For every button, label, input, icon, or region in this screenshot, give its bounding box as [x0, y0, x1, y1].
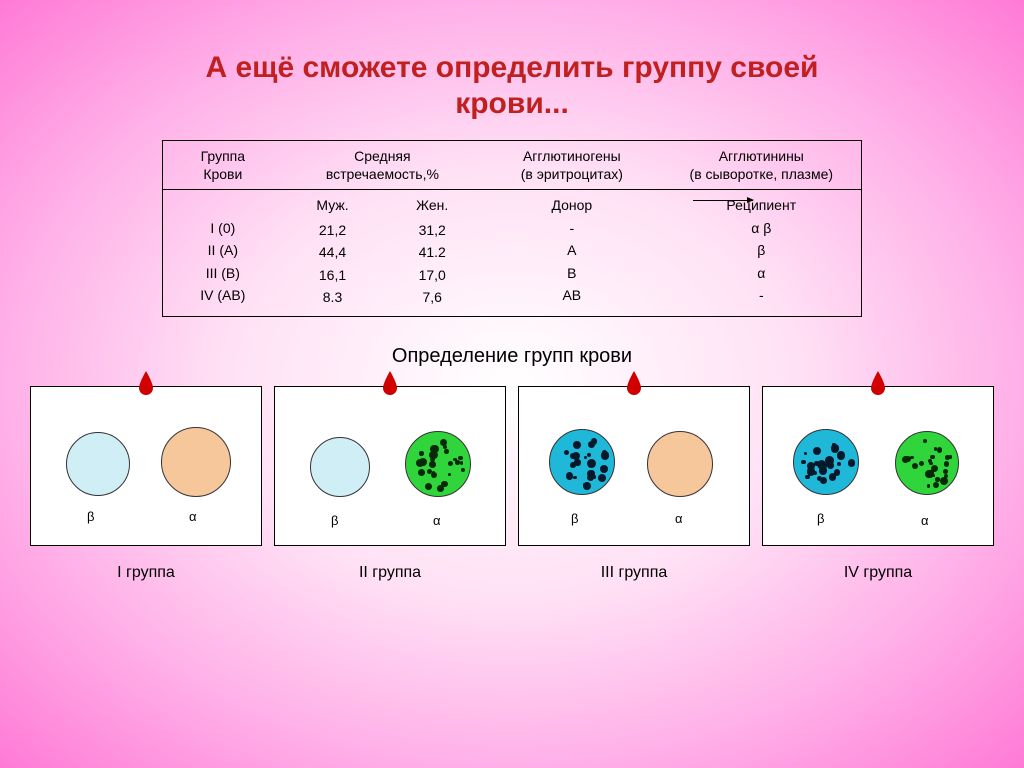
panel-box: βα	[762, 386, 994, 546]
cell: III (B)	[163, 262, 283, 284]
circle	[793, 429, 859, 495]
cell: IV (AB)	[163, 284, 283, 306]
panel-4: βα IV группа	[762, 386, 994, 582]
blood-table: Группа Крови Средняя встречаемость,% Агг…	[162, 140, 862, 317]
cell: -	[482, 217, 661, 239]
circle	[647, 431, 713, 497]
circle-label: β	[87, 509, 94, 524]
circle	[405, 431, 471, 497]
cell: β	[662, 239, 861, 261]
th-freq: Средняя встречаемость,%	[283, 141, 482, 189]
table-body: I (0) II (A) III (B) IV (AB) Муж. Жен. 21…	[163, 190, 861, 316]
cell: AB	[482, 284, 661, 306]
cell: α β	[662, 217, 861, 239]
circle-label: α	[921, 513, 929, 528]
circle	[549, 429, 615, 495]
th-agglutinogens: Агглютиногены (в эритроцитах)	[482, 141, 661, 189]
cell: 8.3	[323, 286, 342, 308]
col-donor: Донор - A B AB	[482, 194, 661, 308]
panel-1: βα I группа	[30, 386, 262, 582]
cell: A	[482, 239, 661, 261]
blood-drop-icon	[380, 369, 400, 402]
sub-female: Жен.	[416, 194, 448, 216]
panels-row: βα I группа βα II группа βα III группа β…	[30, 386, 994, 582]
panel-box: βα	[518, 386, 750, 546]
circle-label: β	[817, 511, 824, 526]
panel-2: βα II группа	[274, 386, 506, 582]
panel-caption: II группа	[274, 564, 506, 582]
cell: 21,2	[319, 219, 346, 241]
cell: 17,0	[419, 264, 446, 286]
cell: II (A)	[163, 239, 283, 261]
panel-box: βα	[274, 386, 506, 546]
blood-drop-icon	[624, 369, 644, 402]
panel-box: βα	[30, 386, 262, 546]
cell: 7,6	[422, 286, 441, 308]
col-freq: Муж. Жен. 21,2 31,2 44,4 41.2 16,1 17,0 8.3 7…	[283, 194, 482, 308]
panel-3: βα III группа	[518, 386, 750, 582]
arrow-icon	[693, 200, 753, 201]
panel-caption: I группа	[30, 564, 262, 582]
circle-label: α	[433, 513, 441, 528]
blood-drop-icon	[868, 369, 888, 402]
cell: -	[662, 284, 861, 306]
table-header-row: Группа Крови Средняя встречаемость,% Агг…	[163, 141, 861, 190]
page-title: А ещё сможете определить группу своей кр…	[0, 0, 1024, 122]
panel-caption: III группа	[518, 564, 750, 582]
circle-label: α	[675, 511, 683, 526]
circle-label: α	[189, 509, 197, 524]
cell: 41.2	[419, 241, 446, 263]
title-line1: А ещё сможете определить группу своей	[205, 51, 818, 84]
circle	[161, 427, 231, 497]
blood-drop-icon	[136, 369, 156, 402]
title-line2: крови...	[455, 87, 569, 120]
sub-donor: Донор	[482, 194, 661, 216]
circle	[310, 437, 370, 497]
cell: α	[662, 262, 861, 284]
th-group: Группа Крови	[163, 141, 283, 189]
cell: 44,4	[319, 241, 346, 263]
cell: 16,1	[319, 264, 346, 286]
sub-recipient: Реципиент	[662, 194, 861, 216]
panel-caption: IV группа	[762, 564, 994, 582]
cell: 31,2	[419, 219, 446, 241]
th-agglutinins: Агглютинины (в сыворотке, плазме)	[662, 141, 861, 189]
col-recipient: Реципиент α β β α -	[662, 194, 861, 308]
subtitle: Определение групп крови	[0, 345, 1024, 368]
circle	[895, 431, 959, 495]
sub-male: Муж.	[316, 194, 348, 216]
cell: I (0)	[163, 217, 283, 239]
col-group: I (0) II (A) III (B) IV (AB)	[163, 194, 283, 308]
circle-label: β	[331, 513, 338, 528]
circle	[66, 432, 130, 496]
circle-label: β	[571, 511, 578, 526]
cell: B	[482, 262, 661, 284]
